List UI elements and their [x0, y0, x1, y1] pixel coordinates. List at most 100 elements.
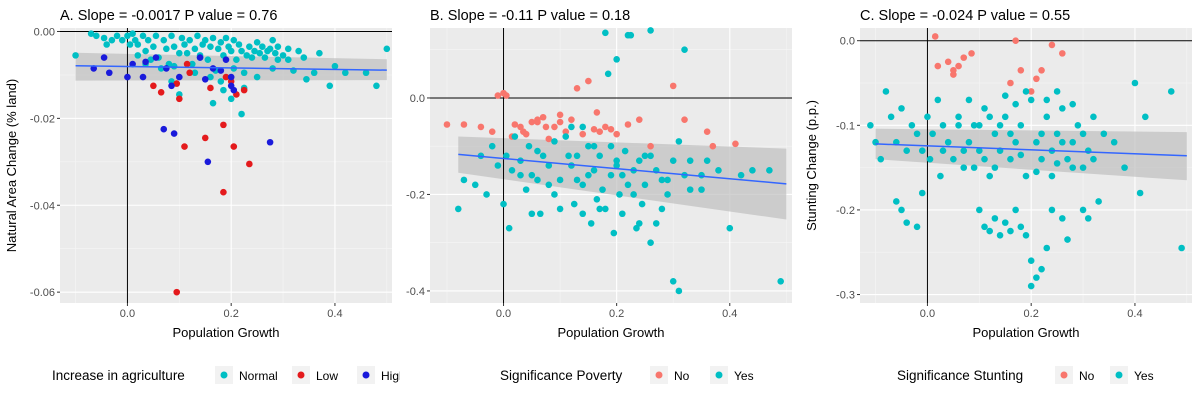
legend-title: Significance Poverty — [500, 368, 623, 383]
data-point-normal — [269, 36, 276, 44]
data-point-normal — [253, 39, 261, 46]
legend-label-no: No — [674, 369, 690, 383]
data-point-yes — [590, 142, 598, 150]
data-point-yes — [1017, 122, 1025, 129]
data-point-normal — [100, 34, 108, 42]
data-point-no — [579, 130, 587, 138]
data-point-yes — [669, 157, 677, 164]
data-point-yes — [551, 138, 558, 145]
data-point-no — [1038, 67, 1045, 74]
data-point-no — [1059, 50, 1066, 57]
data-point-low — [220, 188, 227, 196]
data-point-yes — [522, 186, 530, 193]
data-point-yes — [937, 172, 944, 180]
data-point-yes — [1053, 160, 1061, 167]
data-point-normal — [238, 110, 245, 118]
data-point-no — [1027, 88, 1035, 95]
data-point-yes — [991, 164, 999, 171]
data-point-yes — [494, 162, 502, 169]
data-point-yes — [556, 205, 564, 213]
data-point-normal — [170, 62, 178, 70]
data-point-yes — [1048, 172, 1056, 180]
data-point-no — [596, 128, 603, 136]
data-point-yes — [596, 205, 603, 213]
data-point-yes — [981, 223, 988, 231]
data-point-yes — [1012, 206, 1019, 214]
data-point-low — [173, 80, 181, 87]
data-point-yes — [1022, 172, 1030, 180]
data-point-yes — [981, 155, 988, 163]
data-point-normal — [300, 54, 308, 61]
data-point-yes — [996, 122, 1004, 129]
y-tick-label: -0.02 — [30, 113, 55, 125]
y-tick-label: 0.00 — [34, 26, 55, 38]
data-point-yes — [641, 152, 649, 160]
data-point-no — [528, 118, 536, 126]
data-point-yes — [924, 113, 931, 121]
data-point-yes — [1136, 189, 1144, 197]
data-point-normal — [207, 43, 214, 50]
data-point-normal — [261, 54, 269, 61]
data-point-yes — [1053, 130, 1061, 138]
data-point-low — [207, 84, 214, 92]
data-point-normal — [230, 36, 238, 44]
data-point-yes — [1069, 164, 1076, 171]
data-point-normal — [259, 43, 266, 50]
legend-label-yes: Yes — [734, 369, 754, 383]
data-point-normal — [93, 32, 100, 40]
data-point-normal — [310, 69, 318, 77]
data-point-normal — [253, 73, 261, 81]
confidence-band — [875, 128, 1187, 181]
data-point-no — [545, 135, 553, 143]
data-point-normal — [108, 36, 116, 44]
data-point-yes — [955, 113, 962, 121]
data-point-normal — [191, 45, 199, 53]
data-point-no — [590, 126, 598, 133]
data-point-yes — [1084, 215, 1092, 222]
data-point-high — [152, 54, 160, 61]
data-point-yes — [981, 105, 988, 112]
y-tick-label: -0.04 — [30, 200, 55, 212]
legend-label-low: Low — [316, 369, 338, 383]
data-point-normal — [279, 52, 287, 59]
data-point-yes — [1017, 151, 1025, 159]
data-point-yes — [536, 210, 544, 218]
data-point-yes — [1022, 232, 1030, 239]
data-point-yes — [913, 130, 921, 138]
data-point-no — [556, 111, 564, 119]
data-point-normal — [284, 56, 292, 64]
data-point-yes — [652, 220, 660, 227]
data-point-yes — [1038, 265, 1045, 273]
x-axis-label: Population Growth — [173, 325, 280, 340]
data-point-no — [955, 62, 962, 70]
trend-line — [458, 153, 787, 185]
data-point-yes — [1079, 206, 1087, 214]
data-point-yes — [976, 147, 983, 154]
data-point-no — [1033, 75, 1040, 83]
data-point-normal — [194, 32, 201, 40]
data-point-yes — [568, 123, 575, 131]
data-point-high — [163, 65, 170, 72]
data-point-yes — [570, 200, 578, 208]
data-point-normal — [207, 73, 214, 81]
data-point-normal — [72, 52, 79, 59]
data-point-yes — [918, 147, 926, 154]
data-point-yes — [675, 138, 683, 145]
data-point-yes — [898, 206, 905, 214]
data-point-yes — [613, 56, 620, 63]
data-point-normal — [243, 52, 251, 59]
data-point-no — [703, 128, 711, 136]
data-point-yes — [511, 133, 519, 140]
data-point-yes — [1033, 168, 1040, 176]
data-point-no — [477, 123, 485, 131]
data-point-yes — [565, 152, 572, 160]
data-point-normal — [191, 69, 199, 77]
data-point-yes — [635, 157, 643, 164]
data-point-yes — [525, 142, 533, 150]
data-point-yes — [1121, 164, 1128, 171]
data-point-yes — [1001, 113, 1009, 121]
data-point-yes — [1001, 92, 1009, 99]
data-point-yes — [613, 162, 620, 169]
data-point-no — [613, 130, 620, 138]
x-tick-label: 0.2 — [1024, 308, 1039, 320]
